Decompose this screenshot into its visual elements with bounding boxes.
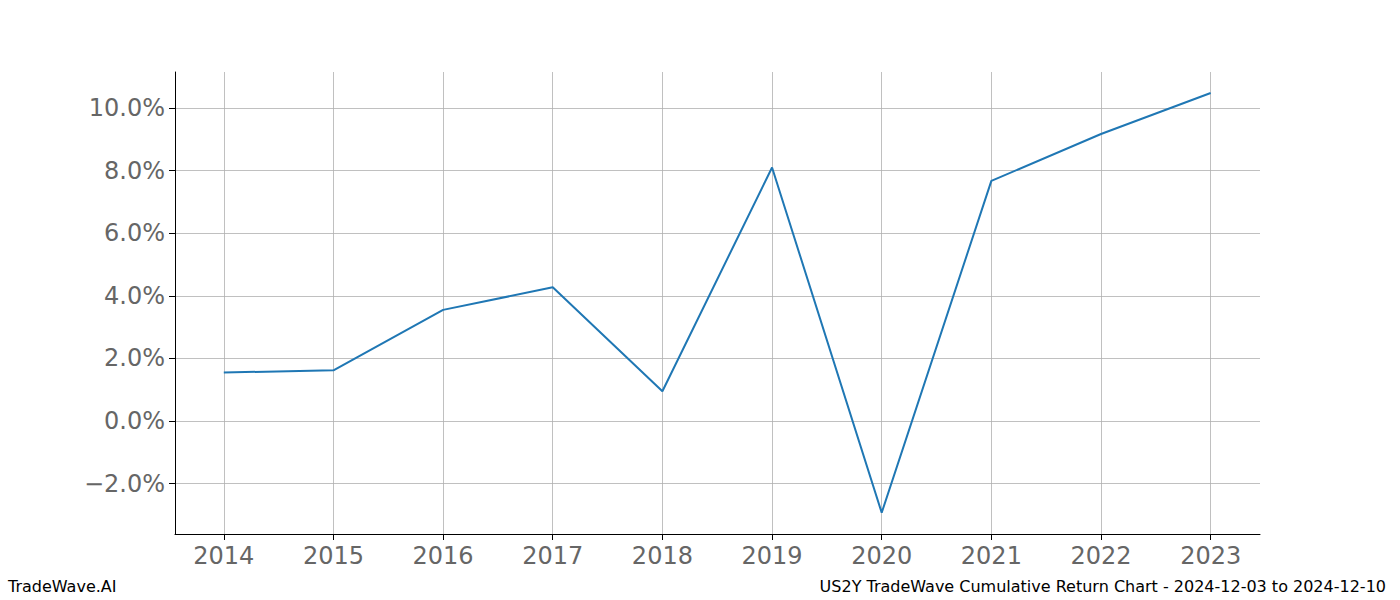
svg-text:0.0%: 0.0% [104, 407, 165, 435]
svg-text:6.0%: 6.0% [104, 219, 165, 247]
svg-text:4.0%: 4.0% [104, 282, 165, 310]
svg-text:2020: 2020 [851, 542, 912, 570]
svg-text:2022: 2022 [1070, 542, 1131, 570]
svg-text:2017: 2017 [522, 542, 583, 570]
svg-text:2016: 2016 [413, 542, 474, 570]
svg-text:2023: 2023 [1180, 542, 1241, 570]
svg-text:US2Y TradeWave Cumulative Retu: US2Y TradeWave Cumulative Return Chart -… [820, 577, 1386, 596]
svg-text:2015: 2015 [303, 542, 364, 570]
svg-text:2018: 2018 [632, 542, 693, 570]
svg-text:8.0%: 8.0% [104, 157, 165, 185]
svg-text:2014: 2014 [193, 542, 254, 570]
svg-text:2.0%: 2.0% [104, 344, 165, 372]
svg-text:10.0%: 10.0% [89, 94, 165, 122]
svg-text:2019: 2019 [742, 542, 803, 570]
svg-text:−2.0%: −2.0% [84, 470, 165, 498]
svg-text:TradeWave.AI: TradeWave.AI [7, 577, 116, 596]
svg-text:2021: 2021 [961, 542, 1022, 570]
